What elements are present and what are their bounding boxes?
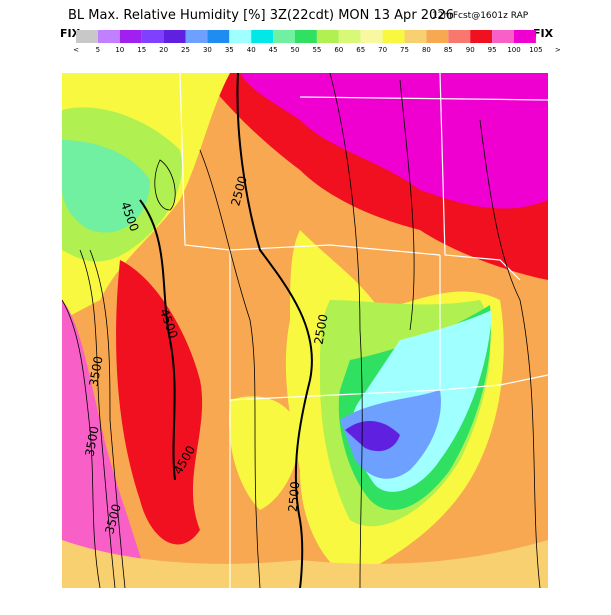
colorbar-label: 95 [488, 46, 497, 54]
fix-right: FIX [533, 27, 554, 40]
colorbar-label: 40 [247, 46, 256, 54]
colorbar-label: 80 [422, 46, 431, 54]
humidity-field-part [116, 260, 203, 545]
colorbar-label: 70 [378, 46, 387, 54]
colorbar-swatch [448, 30, 471, 43]
colorbar-label: 35 [225, 46, 234, 54]
boundaries-part [439, 73, 521, 281]
boundaries-part [299, 96, 548, 101]
colorbar-swatch [76, 30, 98, 43]
colorbar-label: 50 [291, 46, 300, 54]
colorbar-swatch [338, 30, 361, 43]
colorbar-label: 45 [269, 46, 278, 54]
contours-part [236, 73, 313, 588]
colorbar: <5 10 15 20 25 30 35 40 45 50 55 60 65 70 75 80 85 90 95 10… [73, 30, 561, 54]
colorbar-label: 85 [444, 46, 453, 54]
colorbar-label: 55 [312, 46, 321, 54]
colorbar-label: 65 [356, 46, 365, 54]
colorbar-swatch [514, 30, 536, 43]
humidity-field-part [345, 420, 400, 452]
boundaries-part [229, 250, 441, 401]
colorbar-swatch [404, 30, 427, 43]
boundaries-part [439, 374, 548, 391]
colorbar-label: 30 [203, 46, 212, 54]
colorbar-swatch [382, 30, 405, 43]
humidity-field-part [62, 140, 150, 233]
colorbar-label: 5 [96, 46, 100, 54]
humidity-field-part [229, 396, 300, 510]
contours-part [479, 119, 541, 588]
contours-part [79, 249, 116, 588]
colorbar-label: 60 [334, 46, 343, 54]
contours-part [62, 299, 101, 588]
colorbar-swatch [360, 30, 383, 43]
contours-part [199, 149, 261, 588]
colorbar-label: 10 [115, 46, 124, 54]
colorbar-swatch [316, 30, 339, 43]
humidity-field [62, 73, 548, 588]
contour-label: 2500 [286, 481, 303, 513]
colorbar-swatch [426, 30, 449, 43]
colorbar-swatch [251, 30, 274, 43]
colorbar-label: 25 [181, 46, 190, 54]
contours-part [399, 79, 415, 331]
colorbar-swatch [97, 30, 120, 43]
humidity-field-part [62, 540, 548, 588]
colorbar-label: > [555, 46, 561, 54]
title: BL Max. Relative Humidity [%] 3Z(22cdt) … [68, 8, 454, 23]
colorbar-label: 20 [159, 46, 168, 54]
colorbar-swatch [492, 30, 514, 43]
colorbar-label: 100 [507, 46, 520, 54]
humidity-field-part [240, 73, 548, 209]
colorbar-label: 15 [137, 46, 146, 54]
colorbar-swatch [273, 30, 295, 43]
colorbar-swatch [119, 30, 142, 43]
contour-label: 3500 [83, 425, 102, 458]
colorbar-label: 90 [466, 46, 475, 54]
colorbar-swatch [185, 30, 208, 43]
colorbar-label: 75 [400, 46, 409, 54]
colorbar-swatch [207, 30, 230, 43]
colorbar-swatch [470, 30, 493, 43]
colorbar-label: 105 [529, 46, 542, 54]
contour-label: 3500 [87, 355, 106, 388]
subtitle: 12hrFcst@1601z RAP [432, 11, 529, 21]
humidity-field-part [62, 300, 150, 588]
contours-part [89, 249, 126, 588]
contours [62, 73, 541, 588]
contours-part [329, 73, 363, 588]
contour-label: 2500 [312, 313, 331, 346]
contours-part [139, 199, 176, 481]
contours-part [154, 159, 176, 211]
colorbar-swatch [141, 30, 164, 43]
colorbar-swatch [163, 30, 186, 43]
colorbar-swatch [229, 30, 252, 43]
colorbar-label: < [73, 46, 79, 54]
fix-left: FIX [60, 27, 81, 40]
colorbar-swatch [295, 30, 317, 43]
